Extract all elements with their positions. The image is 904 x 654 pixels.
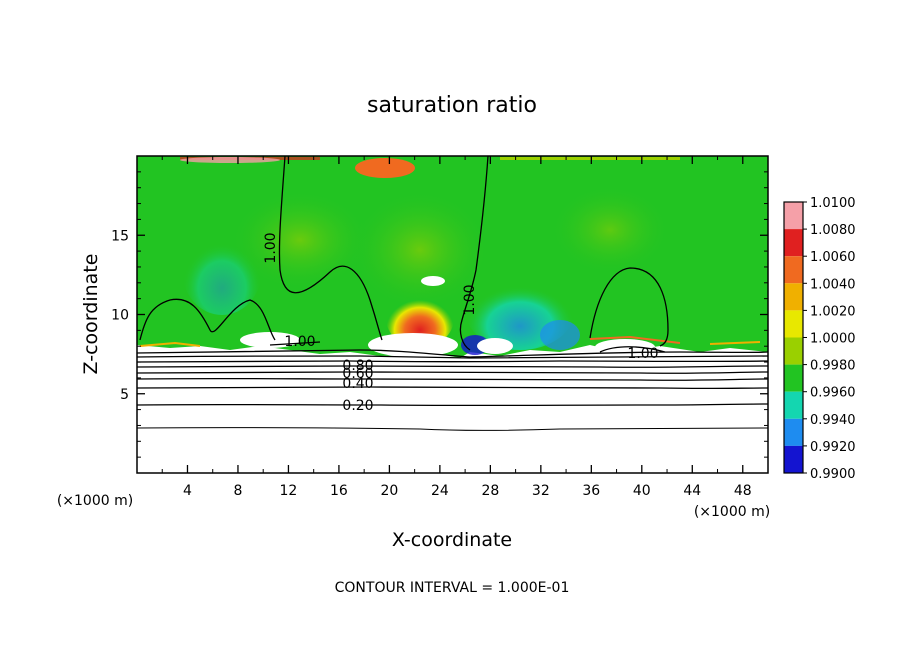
colorbar-label: 1.0020 (810, 304, 856, 319)
contour-label-group: 1.00 1.00 1.00 1.00 0.80 0.60 0.40 0.20 (263, 232, 659, 414)
colorbar-swatch (784, 310, 803, 338)
x-axis-title: X-coordinate (392, 529, 512, 551)
x-unit-left: (×1000 m) (57, 493, 133, 509)
colorbar-swatch (784, 229, 803, 257)
contour-label: 1.00 (462, 284, 478, 315)
contour-label: 0.20 (342, 398, 373, 414)
contour-1.00-a (278, 156, 383, 341)
contour-label: 0.60 (342, 366, 373, 382)
colorbar-swatch (784, 337, 803, 365)
colorbar-label: 0.9980 (810, 359, 856, 374)
colorbar-swatch (784, 364, 803, 392)
contour-low-9 (137, 427, 768, 431)
x-tick-label: 32 (532, 483, 550, 499)
contour-low-7 (137, 386, 768, 390)
colorbar-label: 0.9900 (810, 467, 856, 482)
x-tick-label: 8 (233, 483, 242, 499)
colorbar-swatch (784, 202, 803, 230)
contour-low-5 (137, 371, 768, 374)
x-tick-label: 16 (330, 483, 348, 499)
x-unit-right: (×1000 m) (694, 504, 770, 520)
contour-label: 0.80 (342, 358, 373, 374)
contour-1.00-d (589, 267, 669, 347)
colorbar: 1.0100 1.0080 1.0060 1.0040 1.0020 1.0000 0.99… (783, 196, 856, 482)
contour-1.00-f (599, 346, 666, 353)
y-tick-label: 10 (111, 308, 129, 324)
colorbar-label: 0.9920 (810, 440, 856, 455)
contour-interval-note: CONTOUR INTERVAL = 1.000E-01 (335, 580, 570, 596)
colorbar-swatch (784, 418, 803, 446)
contour-low-2 (137, 355, 768, 359)
y-axis-title: Z-coordinate (80, 254, 102, 375)
colorbar-swatch (784, 391, 803, 419)
x-tick-label: 20 (380, 483, 398, 499)
contour-low-3 (137, 360, 768, 363)
colorbar-label: 1.0060 (810, 250, 856, 265)
y-tick-label: 15 (111, 228, 129, 244)
x-tick-label: 28 (481, 483, 499, 499)
contour-low-6 (137, 377, 768, 381)
x-tick-label: 4 (183, 483, 192, 499)
contour-low-8 (137, 403, 768, 407)
contour-lines (137, 156, 768, 431)
y-tick-label: 5 (120, 387, 129, 403)
colorbar-swatch (784, 256, 803, 284)
colorbar-swatch (784, 445, 803, 473)
x-tick-label: 12 (280, 483, 298, 499)
x-tick-label: 44 (683, 483, 701, 499)
contour-low-4 (137, 365, 768, 368)
colorbar-label: 1.0100 (810, 196, 856, 211)
x-tick-label: 40 (633, 483, 651, 499)
colorbar-label: 1.0080 (810, 223, 856, 238)
x-tick-label: 36 (582, 483, 600, 499)
contour-label: 0.40 (342, 376, 373, 392)
heatmap-field (137, 156, 768, 473)
contour-1.00-e (269, 341, 321, 346)
contour-1.00-c (139, 298, 276, 341)
colorbar-label: 0.9940 (810, 413, 856, 428)
colorbar-label: 0.9960 (810, 386, 856, 401)
contour-low-1 (137, 349, 768, 358)
chart-title: saturation ratio (367, 93, 537, 118)
x-tick-label: 24 (431, 483, 449, 499)
colorbar-label: 1.0040 (810, 277, 856, 292)
colorbar-label: 1.0000 (810, 332, 856, 347)
colorbar-swatch (784, 283, 803, 311)
contour-1.00-b (459, 156, 489, 351)
contour-label: 1.00 (627, 346, 658, 362)
contour-label: 1.00 (263, 232, 279, 263)
x-tick-label: 48 (734, 483, 752, 499)
contour-label: 1.00 (284, 334, 315, 350)
